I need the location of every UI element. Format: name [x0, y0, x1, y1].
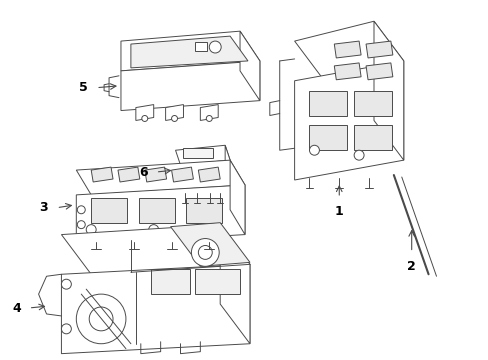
Bar: [183, 148, 213, 158]
Polygon shape: [230, 160, 244, 235]
Polygon shape: [144, 167, 166, 182]
Polygon shape: [61, 225, 249, 274]
Polygon shape: [61, 264, 249, 354]
Bar: [195, 42, 207, 51]
Circle shape: [86, 225, 96, 235]
Polygon shape: [76, 185, 244, 244]
Bar: [186, 198, 222, 223]
Polygon shape: [224, 145, 230, 190]
Polygon shape: [175, 160, 230, 195]
Polygon shape: [131, 36, 247, 68]
Circle shape: [77, 206, 85, 214]
Polygon shape: [170, 223, 249, 266]
Polygon shape: [200, 105, 218, 121]
Text: 3: 3: [39, 201, 48, 214]
Bar: [139, 198, 174, 223]
Bar: [183, 167, 213, 183]
Circle shape: [198, 246, 212, 260]
Circle shape: [309, 145, 319, 155]
Circle shape: [61, 324, 71, 334]
Bar: [91, 198, 127, 223]
Polygon shape: [171, 167, 193, 182]
Polygon shape: [294, 21, 403, 81]
Polygon shape: [121, 61, 259, 111]
Circle shape: [353, 150, 364, 160]
Text: 2: 2: [407, 260, 415, 273]
Circle shape: [89, 307, 113, 331]
Circle shape: [209, 41, 221, 53]
Polygon shape: [220, 225, 249, 344]
Circle shape: [61, 279, 71, 289]
Circle shape: [191, 239, 219, 266]
Text: 1: 1: [334, 205, 343, 218]
Polygon shape: [366, 41, 392, 58]
Polygon shape: [240, 31, 259, 100]
Polygon shape: [165, 105, 183, 121]
Polygon shape: [136, 105, 153, 121]
Text: 4: 4: [12, 302, 21, 315]
Circle shape: [148, 225, 158, 235]
Polygon shape: [198, 167, 220, 182]
Bar: [195, 269, 240, 294]
Polygon shape: [294, 61, 403, 180]
Bar: [150, 269, 190, 294]
Polygon shape: [366, 63, 392, 80]
Bar: [309, 125, 346, 150]
Bar: [353, 125, 391, 150]
Circle shape: [212, 225, 222, 235]
Polygon shape: [76, 160, 244, 195]
Circle shape: [171, 116, 177, 121]
Bar: [309, 91, 346, 116]
Polygon shape: [334, 41, 360, 58]
Polygon shape: [334, 63, 360, 80]
Circle shape: [76, 294, 126, 344]
Circle shape: [77, 221, 85, 229]
Circle shape: [206, 116, 212, 121]
Polygon shape: [118, 167, 140, 182]
Polygon shape: [91, 167, 113, 182]
Bar: [353, 91, 391, 116]
Polygon shape: [175, 145, 230, 165]
Text: 5: 5: [79, 81, 87, 94]
Polygon shape: [373, 21, 403, 160]
Circle shape: [142, 116, 147, 121]
Text: 6: 6: [139, 166, 148, 179]
Polygon shape: [121, 31, 259, 71]
